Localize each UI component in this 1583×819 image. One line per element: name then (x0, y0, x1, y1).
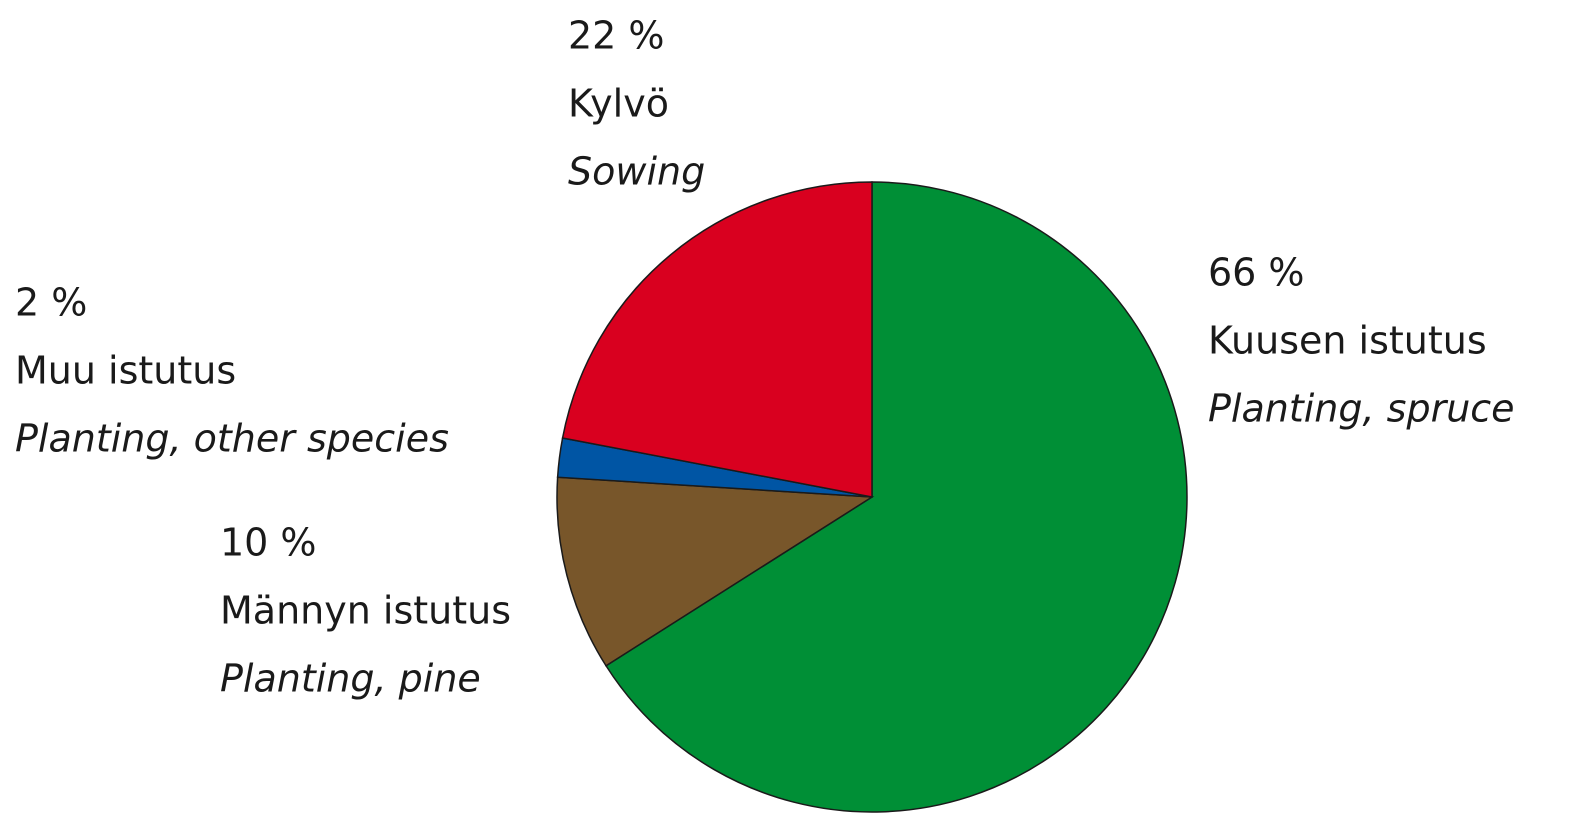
value-label: 10 % (220, 521, 317, 565)
category-label-en: Planting, other species (15, 417, 449, 461)
category-label: Kylvö (568, 82, 669, 126)
category-label: Männyn istutus (220, 589, 511, 633)
pie-slice (605, 181, 1188, 813)
pie-slice (556, 476, 875, 667)
category-label-en: Planting, spruce (1208, 387, 1515, 431)
value-label: 2 % (15, 281, 87, 325)
category-label: Muu istutus (15, 349, 236, 393)
category-label-en: Planting, pine (220, 657, 481, 701)
pie-slice (561, 181, 873, 498)
category-label-en: Sowing (568, 150, 705, 194)
value-label: 66 % (1208, 251, 1305, 295)
value-label: 22 % (568, 14, 665, 58)
category-label: Kuusen istutus (1208, 319, 1487, 363)
